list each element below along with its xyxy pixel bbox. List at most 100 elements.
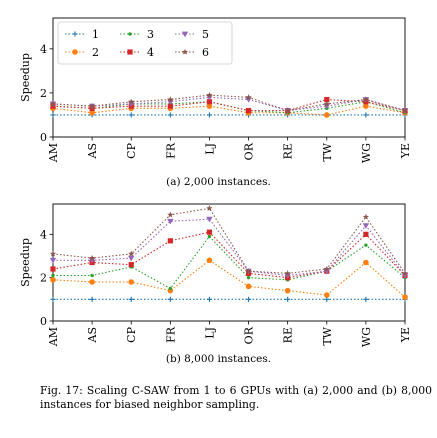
chart-b-series-3-point [51,273,55,278]
chart-b-series-1-point [167,296,173,302]
chart-b-series-4-line [52,231,406,279]
legend-item-1: 1 [65,28,99,41]
figure-caption: Fig. 17: Scaling C-SAW from 1 to 6 GPUs … [40,384,432,411]
chart-a-xtick-label: TW [321,142,334,161]
chart-b-series-1-point [363,296,369,302]
chart-b-series-5-point [128,255,135,262]
chart-b-ylabel: Speedup [19,238,32,287]
legend-item-3-marker [128,32,132,36]
chart-b-series-2-point [50,277,56,283]
legend-item-5-marker [181,31,189,38]
chart-b-xtick-label: AM [47,327,60,347]
chart-b-series-6-line [52,207,406,274]
chart-b-series-1-point [206,296,213,302]
chart-a-xtick-label: CP [125,142,138,158]
chart-b-series-5-point [401,273,409,279]
chart-b-series-1-point [245,296,252,302]
chart-b-xtick-label: FR [164,326,177,343]
chart-b-series-5-point [323,268,330,275]
legend-item-2-label: 2 [92,46,99,59]
chart-b-series-3 [51,234,407,291]
chart-a-series-1-point [363,112,369,118]
chart-b-xtick-label: OR [243,326,256,344]
chart-b-series-6-point [362,213,370,220]
legend-item-6-label: 6 [202,46,209,59]
chart-b-series-2-point [89,279,95,285]
chart-b-series-1-point [50,296,56,302]
chart-b-series-6-point [401,270,409,276]
legend-item-6-marker [181,48,189,55]
chart-a-series-6-point [323,100,330,107]
chart-a-xtick-label: YE [399,143,412,159]
chart-a-frame [52,17,406,138]
chart-b-series-5-point [167,218,174,225]
chart-b-series-5-point [88,257,96,264]
chart-a-series-6-point [401,107,409,114]
chart-b-series-2-point [128,279,135,285]
chart-a-series-6-point [128,98,135,105]
chart-b-series-6-point [206,205,213,211]
chart-a-series-4 [50,96,408,114]
chart-a-legend: 1 2 3 4 5 6 [57,21,233,65]
chart-b-series-4-point [167,238,173,244]
chart-b-xtick-label: WG [360,327,373,347]
chart-a-series-6-point [49,100,57,107]
chart-b-series-5-point [284,273,291,279]
chart-a-ytick-label: 4 [40,43,47,56]
chart-b-series-5-point [362,223,370,229]
chart-a-series-6-point [284,107,291,114]
chart-b-series-3-point [246,275,251,280]
chart-b-series-4-point [50,266,56,272]
chart-a-series-1-point [206,112,213,118]
chart-a-series-4-point [167,103,173,109]
chart-b-series-4-point [206,229,213,235]
legend-item-1-label: 1 [92,28,99,41]
legend-item-6: 6 [175,46,209,59]
chart-a-xtick-label: WG [360,143,373,163]
chart-b: 0 2 4 Speedup AM AS CP FR LJ OR RE TW WG YE [19,203,412,347]
subcaption-b: (b) 8,000 instances. [165,353,272,365]
legend-item-2: 2 [65,46,99,59]
chart-b-series-3-point [364,243,368,247]
chart-a-series-5-point [323,103,330,110]
chart-a-xtick-label: LJ [203,143,216,155]
chart-a-series-2-line [52,105,406,116]
chart-a-series-4-point [324,96,330,103]
chart-a-series-2-point [206,103,213,109]
chart-a: 0 2 4 Speedup AM AS CP FR LJ OR RE TW WG YE 1 2 3 4 5 6 [19,17,412,163]
chart-a-xtick-label: RE [282,143,295,159]
chart-b-series-6-point [128,250,135,257]
chart-b-series-4-point [363,231,369,237]
chart-a-series-4-point [206,99,213,105]
chart-b-series-3-line [53,235,406,290]
chart-a-series-5-point [128,101,135,108]
chart-a-series-2-point [323,112,330,118]
chart-b-series-5-point [49,257,57,264]
chart-b-series-2-point [284,287,291,294]
legend-item-4: 4 [120,46,154,59]
chart-a-series-6 [49,91,409,114]
chart-b-ytick-label: 4 [40,228,47,241]
chart-a-series-5 [49,94,409,114]
chart-a-series-6-point [206,91,213,98]
chart-b-xtick-label: AS [86,327,99,343]
chart-a-series-5-point [245,97,252,103]
chart-b-series-1-point [285,296,291,302]
chart-b-series-1 [50,296,408,302]
chart-b-frame [52,203,406,322]
chart-a-xtick-label: AM [47,143,60,163]
chart-b-series-6-point [88,254,96,261]
chart-b-series-6-point [284,270,291,276]
chart-a-series-6-point [245,94,252,100]
legend-item-3-label: 3 [147,28,154,41]
chart-a-series-3-line [52,101,406,114]
chart-a-series-1-point [50,112,56,118]
chart-b-series-2 [50,257,408,300]
chart-b-series-2-point [402,294,408,300]
chart-a-series-6-line [52,94,406,112]
chart-a-xtick-label: AS [86,143,99,159]
chart-b-series-5-line [53,218,406,277]
chart-a-series-2-point [89,109,95,116]
chart-b-series-5-point [206,216,213,223]
